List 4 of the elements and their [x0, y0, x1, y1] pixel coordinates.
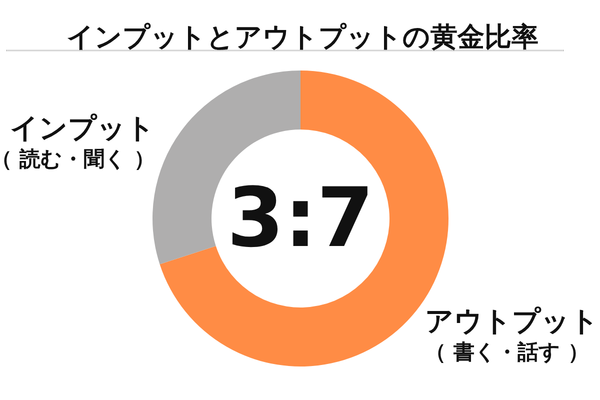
- slice-label: アウトプット（ 書く・話す ）: [425, 304, 600, 364]
- chart-title: インプットとアウトプットの黄金比率: [66, 22, 538, 53]
- slice-label: インプット（ 読む・聞く ）: [0, 111, 155, 171]
- text: 3:7: [227, 171, 374, 266]
